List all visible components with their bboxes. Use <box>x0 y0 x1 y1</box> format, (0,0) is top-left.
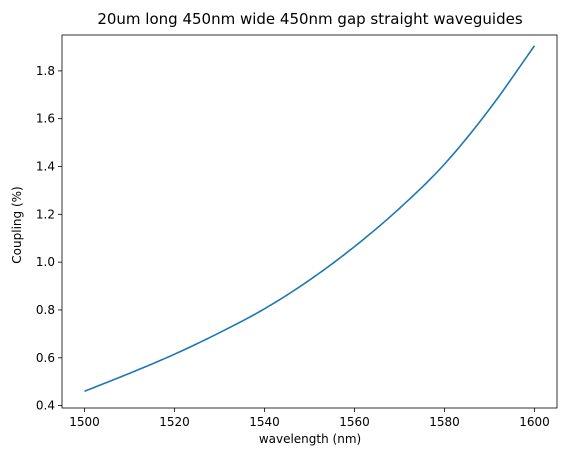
y-tick-label: 0.4 <box>36 399 55 413</box>
y-tick-label: 1.8 <box>36 64 55 78</box>
y-tick-label: 0.6 <box>36 351 55 365</box>
y-axis-label: Coupling (%) <box>10 186 24 263</box>
y-tick-label: 1.0 <box>36 255 55 269</box>
x-tick-label: 1520 <box>159 415 190 429</box>
x-axis-ticks: 1500 1520 1540 1560 1580 1600 <box>69 408 550 429</box>
x-tick-label: 1540 <box>249 415 280 429</box>
y-axis-ticks: 0.4 0.6 0.8 1.0 1.2 1.4 1.6 1.8 <box>36 64 62 413</box>
plot-frame <box>61 34 558 409</box>
series-line <box>84 45 536 393</box>
plot-area <box>61 34 558 409</box>
y-tick-label: 1.4 <box>36 160 55 174</box>
x-tick-label: 1500 <box>69 415 100 429</box>
x-tick-label: 1600 <box>519 415 550 429</box>
y-tick-label: 1.2 <box>36 207 55 221</box>
x-tick-label: 1580 <box>429 415 460 429</box>
series-layer <box>84 45 536 393</box>
x-axis-label: wavelength (nm) <box>259 432 361 446</box>
y-tick-label: 1.6 <box>36 112 55 126</box>
chart-title: 20um long 450nm wide 450nm gap straight … <box>97 10 523 28</box>
x-tick-label: 1560 <box>339 415 370 429</box>
y-tick-label: 0.8 <box>36 303 55 317</box>
